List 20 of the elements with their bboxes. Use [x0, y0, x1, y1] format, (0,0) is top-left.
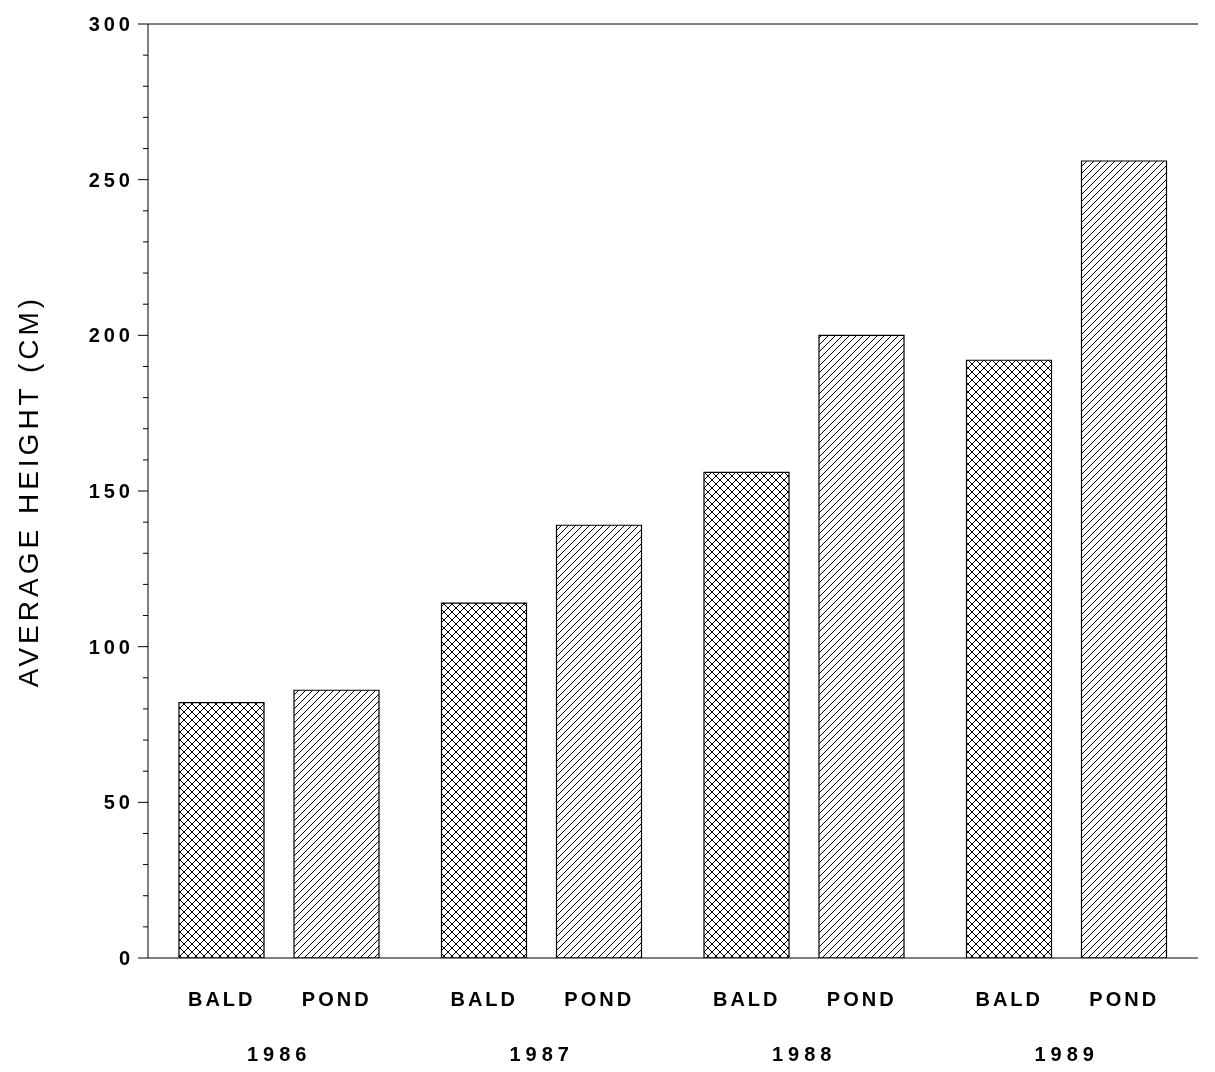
y-tick-label: 100 — [88, 635, 134, 658]
y-tick-label: 250 — [88, 168, 134, 191]
x-tick-label: 1987 — [509, 1043, 574, 1065]
y-tick-label: 300 — [88, 13, 134, 35]
x-tick-label: 1986 — [247, 1043, 312, 1065]
text: BALD — [712, 988, 781, 1010]
y-axis-title: AVERAGE HEIGHT (CM) — [12, 294, 44, 688]
text: POND — [826, 988, 897, 1010]
y-tick-label: 150 — [88, 480, 134, 502]
x-tick-label: 1989 — [1034, 1043, 1099, 1065]
text: POND — [1089, 988, 1160, 1010]
text: BALD — [450, 988, 519, 1010]
y-tick-label: 0 — [118, 947, 134, 969]
text: POND — [564, 988, 635, 1010]
text: BALD — [975, 988, 1044, 1010]
series-label: POND — [301, 988, 372, 1010]
series-label: BALD — [187, 988, 256, 1010]
x-tick-label: 1988 — [772, 1043, 837, 1065]
y-tick-label: 200 — [88, 324, 134, 347]
y-tick-label: 50 — [103, 791, 134, 814]
